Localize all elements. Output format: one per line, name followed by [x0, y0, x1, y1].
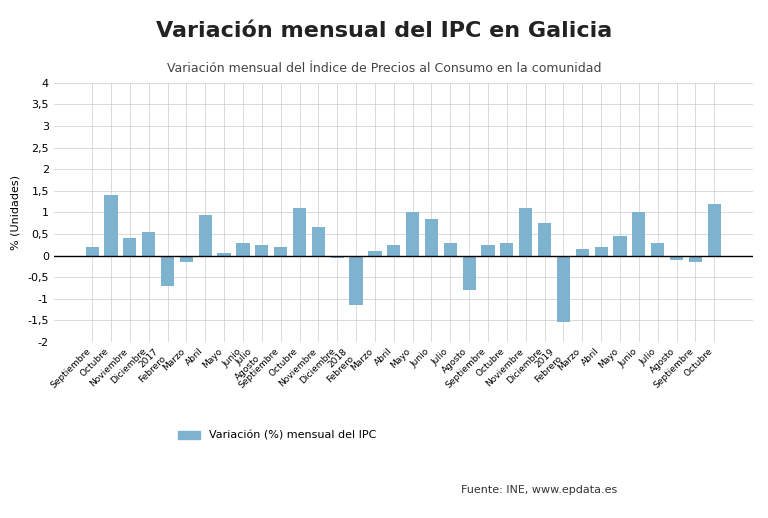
Bar [217, 253, 230, 255]
Bar [707, 204, 721, 255]
Bar [632, 212, 645, 255]
Legend: Variación (%) mensual del IPC: Variación (%) mensual del IPC [174, 426, 381, 445]
Bar [689, 255, 702, 262]
Bar [614, 236, 627, 255]
Bar [387, 245, 400, 255]
Bar [293, 208, 306, 255]
Bar [123, 238, 137, 255]
Bar [670, 255, 684, 260]
Bar [104, 195, 118, 255]
Bar [651, 242, 664, 255]
Bar [85, 247, 99, 255]
Bar [594, 247, 607, 255]
Text: Variación mensual del Índice de Precios al Consumo en la comunidad: Variación mensual del Índice de Precios … [167, 62, 601, 75]
Bar [576, 249, 589, 255]
Bar [444, 242, 457, 255]
Bar [312, 227, 325, 255]
Bar [161, 255, 174, 286]
Bar [538, 223, 551, 255]
Text: Variación mensual del IPC en Galicia: Variación mensual del IPC en Galicia [156, 21, 612, 41]
Bar [406, 212, 419, 255]
Bar [462, 255, 476, 290]
Bar [482, 245, 495, 255]
Y-axis label: % (Unidades): % (Unidades) [11, 175, 21, 250]
Bar [349, 255, 362, 305]
Bar [557, 255, 570, 322]
Bar [142, 232, 155, 255]
Bar [369, 251, 382, 255]
Bar [274, 247, 287, 255]
Bar [425, 219, 438, 255]
Bar [330, 255, 344, 258]
Bar [237, 242, 250, 255]
Bar [180, 255, 193, 262]
Bar [255, 245, 268, 255]
Text: Fuente: INE, www.epdata.es: Fuente: INE, www.epdata.es [461, 484, 617, 495]
Bar [500, 242, 514, 255]
Bar [519, 208, 532, 255]
Bar [199, 214, 212, 255]
